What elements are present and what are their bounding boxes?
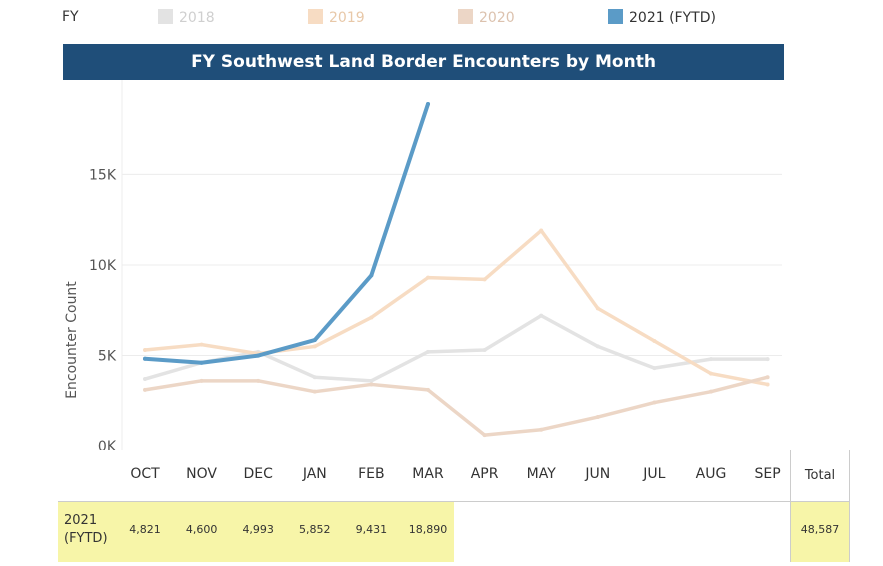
data-point-2019 xyxy=(652,338,657,343)
legend-swatch-2019 xyxy=(308,9,323,24)
total-cell: 48,587 xyxy=(790,502,850,562)
data-point-2018 xyxy=(539,313,544,318)
table-cell: 4,993 xyxy=(242,523,274,536)
legend: FY 2018 2019 2020 2021 (FYTD) xyxy=(0,0,883,36)
legend-label-2018: 2018 xyxy=(179,10,215,26)
legend-swatch-2018 xyxy=(158,9,173,24)
legend-item-2020[interactable]: 2020 xyxy=(458,9,515,26)
legend-swatch-2020 xyxy=(458,9,473,24)
data-point-2020 xyxy=(426,387,430,392)
data-point-2020 xyxy=(709,389,713,394)
data-point-2021 xyxy=(199,360,204,365)
legend-label-2020: 2020 xyxy=(479,10,515,26)
legend-title: FY xyxy=(62,9,79,25)
table-cell: 4,821 xyxy=(129,523,161,536)
data-point-2021 xyxy=(369,273,374,278)
data-point-2020 xyxy=(539,427,544,432)
data-point-2021 xyxy=(256,353,261,358)
legend-label-2021: 2021 (FYTD) xyxy=(629,10,716,26)
data-point-2019 xyxy=(539,228,544,233)
x-tick-label: MAY xyxy=(526,466,556,482)
data-point-2020 xyxy=(482,433,487,438)
table-cell: 18,890 xyxy=(408,523,448,536)
data-point-2020 xyxy=(652,400,657,405)
y-tick-label: 10K xyxy=(89,258,117,274)
total-value: 48,587 xyxy=(800,523,840,536)
data-point-2018 xyxy=(595,344,600,349)
data-point-2018 xyxy=(709,357,713,362)
data-point-2019 xyxy=(312,344,317,349)
series-line-2019[interactable] xyxy=(143,228,770,387)
legend-item-2019[interactable]: 2019 xyxy=(308,9,365,26)
data-point-2019 xyxy=(199,342,204,347)
data-point-2018 xyxy=(369,378,374,383)
data-point-2019 xyxy=(595,306,600,311)
x-tick-label: FEB xyxy=(358,466,385,482)
y-tick-label: 15K xyxy=(89,167,117,183)
table-cell: 4,600 xyxy=(185,523,218,536)
x-tick-label: MAR xyxy=(412,466,444,482)
data-point-2018 xyxy=(652,366,657,371)
data-point-2020 xyxy=(595,415,600,420)
y-tick-label: 5K xyxy=(98,348,117,364)
row-label-fytd: (FYTD) xyxy=(64,531,108,546)
total-header-label: Total xyxy=(804,468,836,483)
x-tick-label: JUN xyxy=(585,466,611,482)
legend-item-2021[interactable]: 2021 (FYTD) xyxy=(608,9,716,26)
data-point-2020 xyxy=(312,389,317,394)
data-point-2019 xyxy=(426,275,430,280)
data-point-2020 xyxy=(369,382,374,387)
chart-title: FY Southwest Land Border Encounters by M… xyxy=(63,44,784,80)
data-point-2019 xyxy=(709,371,713,376)
legend-label-2019: 2019 xyxy=(329,10,365,26)
y-tick-label: 0K xyxy=(98,439,117,450)
x-tick-label: JUL xyxy=(643,466,666,482)
data-point-2018 xyxy=(426,349,430,354)
legend-swatch-2021 xyxy=(608,9,623,24)
x-tick-label: SEP xyxy=(754,466,781,482)
data-point-2018 xyxy=(143,377,147,382)
data-point-2018 xyxy=(482,348,487,353)
data-point-2019 xyxy=(143,348,147,353)
table-cell: 5,852 xyxy=(299,523,331,536)
data-point-2020 xyxy=(199,378,204,383)
line-chart: 0K 5K 10K 15K Encounter Count xyxy=(64,80,782,450)
data-point-2018 xyxy=(312,375,317,380)
data-point-2020 xyxy=(256,378,261,383)
x-tick-label: DEC xyxy=(243,466,273,482)
data-point-2021 xyxy=(312,338,317,343)
total-header: Total xyxy=(790,450,850,502)
y-axis-label: Encounter Count xyxy=(64,281,80,399)
table-divider xyxy=(58,501,850,502)
data-point-2021 xyxy=(143,356,147,361)
data-point-2019 xyxy=(482,277,487,282)
x-tick-label: APR xyxy=(470,466,499,482)
x-tick-label: OCT xyxy=(130,466,160,482)
series-line-2021[interactable] xyxy=(143,102,430,365)
data-point-2021 xyxy=(426,102,430,106)
data-point-2019 xyxy=(765,382,770,387)
table-cell: 9,431 xyxy=(355,523,388,536)
x-tick-label: AUG xyxy=(695,466,727,482)
legend-item-2018[interactable]: 2018 xyxy=(158,9,215,26)
table-row xyxy=(58,502,454,562)
x-tick-label: NOV xyxy=(186,466,217,482)
data-point-2020 xyxy=(765,375,770,380)
row-label: 2021 (FYTD) xyxy=(64,512,108,548)
series-line-2020[interactable] xyxy=(143,375,770,437)
x-axis: OCT NOV DEC JAN FEB MAR APR MAY JUN JUL AUG SEP xyxy=(0,466,883,486)
data-point-2019 xyxy=(369,315,374,320)
x-tick-label: JAN xyxy=(302,466,327,482)
data-point-2018 xyxy=(765,357,770,362)
data-point-2020 xyxy=(143,387,147,392)
row-label-year: 2021 xyxy=(64,513,98,528)
